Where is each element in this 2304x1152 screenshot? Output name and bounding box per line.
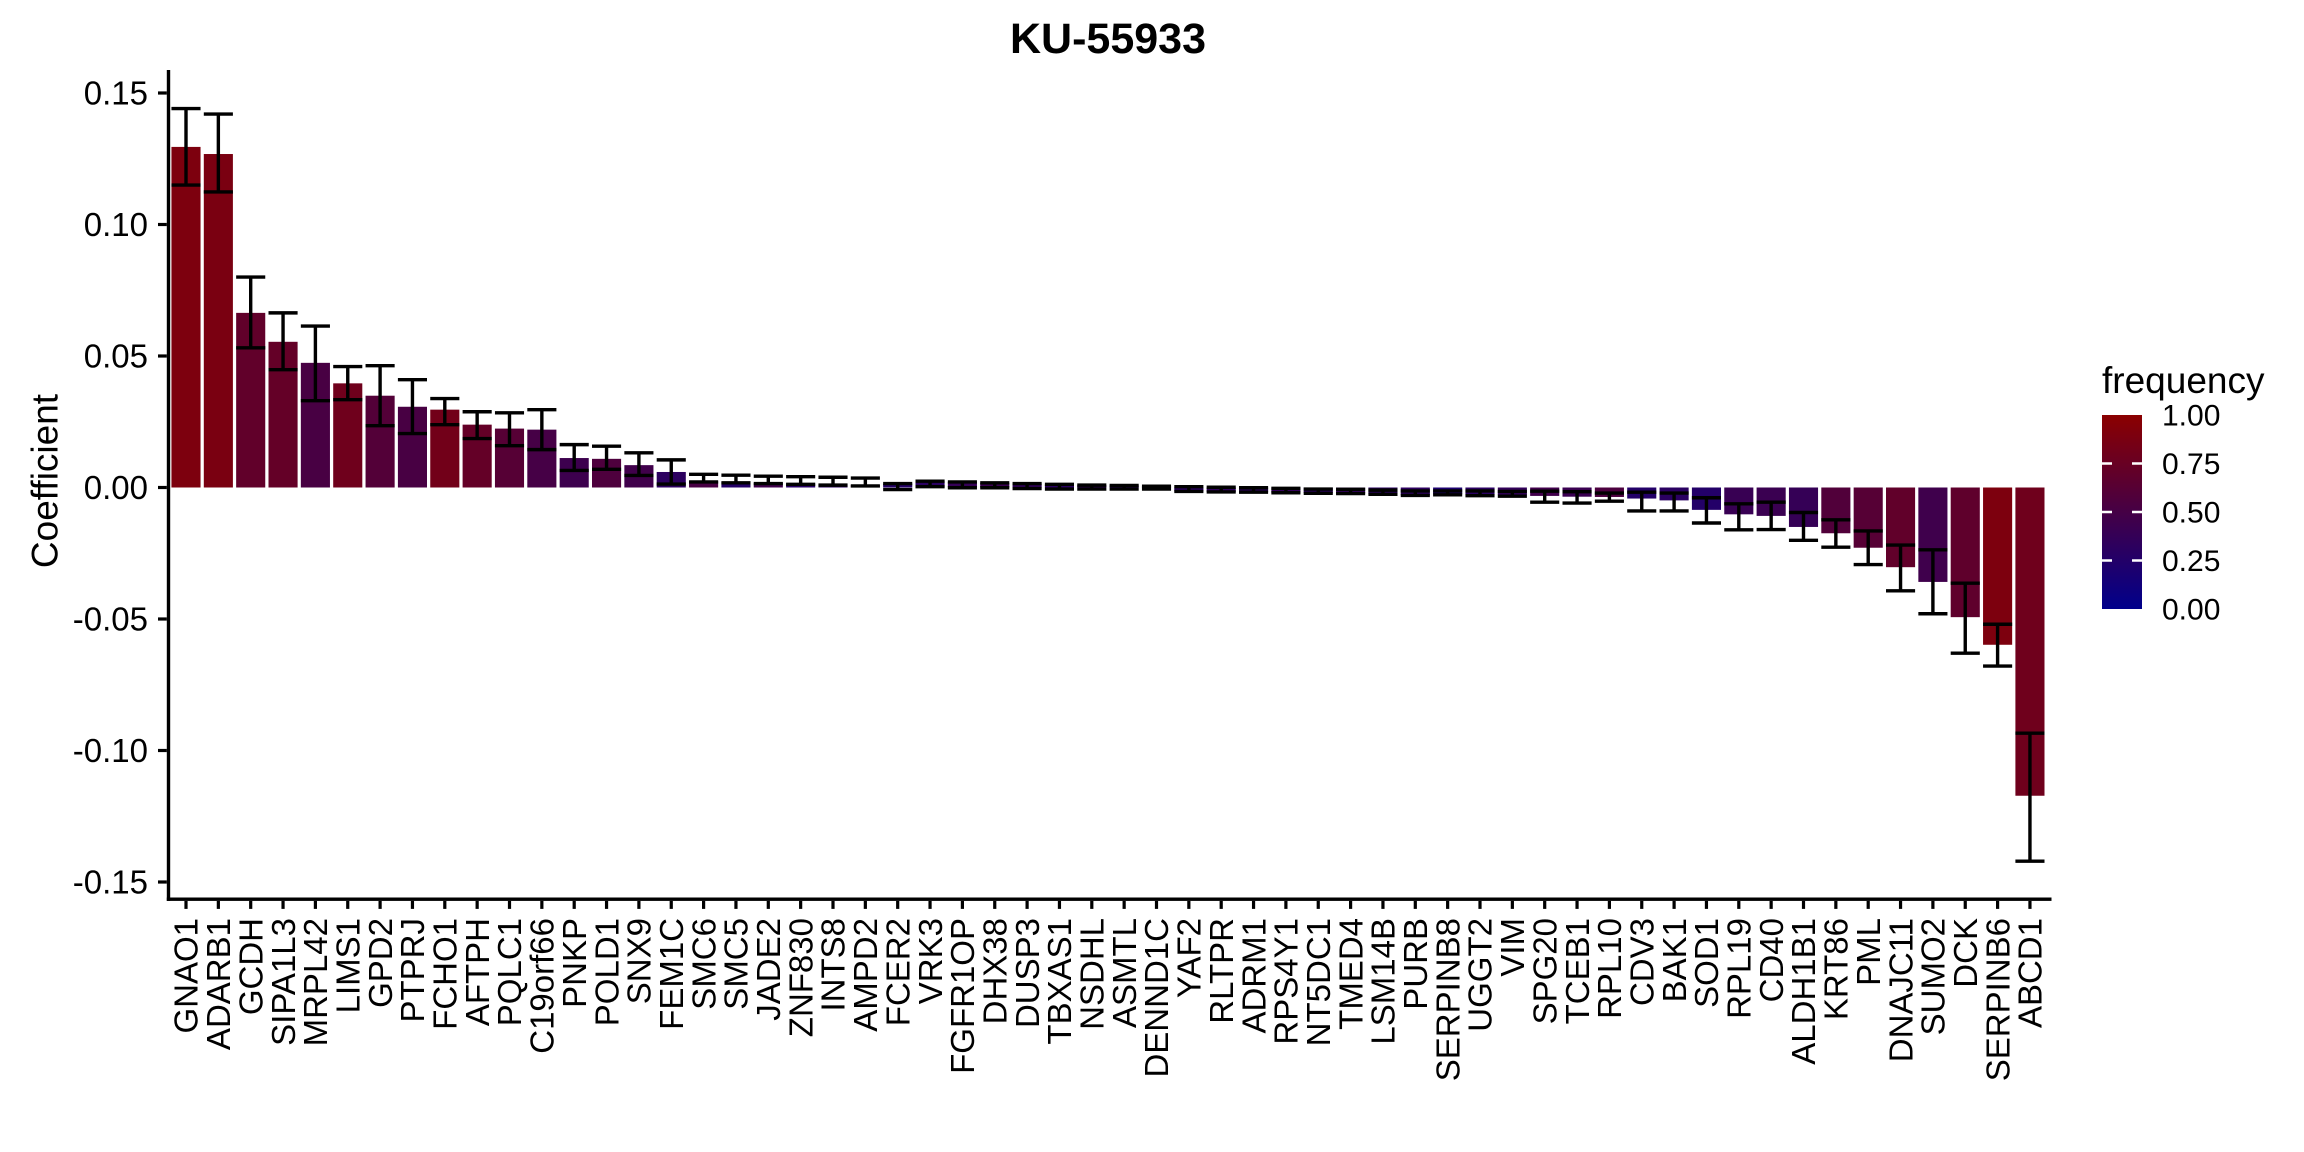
svg-text:frequency: frequency	[2102, 360, 2265, 401]
svg-text:PURB: PURB	[1397, 918, 1434, 1010]
svg-text:AMPD2: AMPD2	[847, 918, 884, 1032]
svg-text:ZNF830: ZNF830	[782, 918, 819, 1037]
svg-text:-0.15: -0.15	[73, 864, 148, 901]
svg-text:RPL10: RPL10	[1591, 918, 1628, 1019]
svg-text:ASMTL: ASMTL	[1106, 918, 1143, 1028]
svg-text:POLD1: POLD1	[588, 918, 625, 1026]
svg-text:SMC5: SMC5	[718, 918, 755, 1010]
svg-text:0.00: 0.00	[2162, 594, 2220, 627]
svg-text:LIMS1: LIMS1	[329, 918, 366, 1013]
svg-text:RPL19: RPL19	[1721, 918, 1758, 1019]
svg-text:SMC6: SMC6	[685, 918, 722, 1010]
svg-text:ADRM1: ADRM1	[1235, 918, 1272, 1034]
svg-text:CD40: CD40	[1753, 918, 1790, 1002]
svg-text:ABCD1: ABCD1	[2012, 918, 2049, 1028]
svg-text:SIPA1L3: SIPA1L3	[265, 918, 302, 1046]
svg-text:FEM1C: FEM1C	[653, 918, 690, 1030]
svg-text:ADARB1: ADARB1	[200, 918, 237, 1050]
svg-text:KU-55933: KU-55933	[1010, 15, 1206, 63]
svg-text:UGGT2: UGGT2	[1462, 918, 1499, 1032]
svg-text:SOD1: SOD1	[1688, 918, 1725, 1008]
svg-text:DHX38: DHX38	[976, 918, 1013, 1024]
svg-text:RPS4Y1: RPS4Y1	[1268, 918, 1305, 1045]
svg-text:TMED4: TMED4	[1332, 918, 1369, 1030]
svg-text:SERPINB6: SERPINB6	[1979, 918, 2016, 1081]
svg-text:TCEB1: TCEB1	[1559, 918, 1596, 1024]
svg-text:TBXAS1: TBXAS1	[1041, 918, 1078, 1045]
svg-text:ALDH1B1: ALDH1B1	[1785, 918, 1822, 1065]
svg-text:C19orf66: C19orf66	[524, 918, 561, 1054]
svg-text:0.00: 0.00	[84, 469, 148, 506]
svg-text:AFTPH: AFTPH	[459, 918, 496, 1026]
svg-text:KRT86: KRT86	[1818, 918, 1855, 1020]
svg-text:VIM: VIM	[1494, 918, 1531, 977]
svg-text:Coefficient: Coefficient	[25, 393, 66, 568]
svg-text:RLTPR: RLTPR	[1203, 918, 1240, 1024]
svg-text:MRPL42: MRPL42	[297, 918, 334, 1046]
svg-text:0.15: 0.15	[84, 75, 148, 112]
svg-text:GPD2: GPD2	[362, 918, 399, 1008]
svg-text:1.00: 1.00	[2162, 400, 2220, 433]
svg-text:VRK3: VRK3	[912, 918, 949, 1004]
svg-text:CDV3: CDV3	[1623, 918, 1660, 1006]
svg-text:PNKP: PNKP	[556, 918, 593, 1008]
svg-text:0.05: 0.05	[84, 338, 148, 375]
svg-text:NT5DC1: NT5DC1	[1300, 918, 1337, 1046]
svg-text:SUMO2: SUMO2	[1915, 918, 1952, 1035]
svg-text:NSDHL: NSDHL	[1074, 918, 1111, 1030]
svg-text:SERPINB8: SERPINB8	[1429, 918, 1466, 1081]
svg-text:PML: PML	[1850, 918, 1887, 986]
svg-text:BAK1: BAK1	[1656, 918, 1693, 1002]
svg-text:JADE2: JADE2	[750, 918, 787, 1021]
svg-text:FCER2: FCER2	[879, 918, 916, 1026]
svg-text:FGFR1OP: FGFR1OP	[944, 918, 981, 1074]
svg-text:SPG20: SPG20	[1526, 918, 1563, 1024]
svg-text:DUSP3: DUSP3	[1009, 918, 1046, 1028]
svg-text:SNX9: SNX9	[621, 918, 658, 1004]
svg-text:PTPRJ: PTPRJ	[394, 918, 431, 1023]
svg-text:YAF2: YAF2	[1171, 918, 1208, 998]
svg-text:0.10: 0.10	[84, 206, 148, 243]
svg-text:0.75: 0.75	[2162, 448, 2220, 481]
svg-text:DENND1C: DENND1C	[1138, 918, 1175, 1078]
svg-text:0.25: 0.25	[2162, 545, 2220, 578]
svg-text:GNAO1: GNAO1	[168, 918, 205, 1034]
svg-text:DNAJC11: DNAJC11	[1882, 918, 1919, 1062]
svg-text:0.50: 0.50	[2162, 497, 2220, 530]
svg-text:LSM14B: LSM14B	[1365, 918, 1402, 1045]
svg-text:-0.10: -0.10	[73, 732, 148, 769]
svg-text:GCDH: GCDH	[232, 918, 269, 1015]
svg-text:FCHO1: FCHO1	[427, 918, 464, 1030]
svg-text:DCK: DCK	[1947, 918, 1984, 988]
svg-text:INTS8: INTS8	[815, 918, 852, 1012]
svg-text:PQLC1: PQLC1	[491, 918, 528, 1026]
svg-text:-0.05: -0.05	[73, 601, 148, 638]
